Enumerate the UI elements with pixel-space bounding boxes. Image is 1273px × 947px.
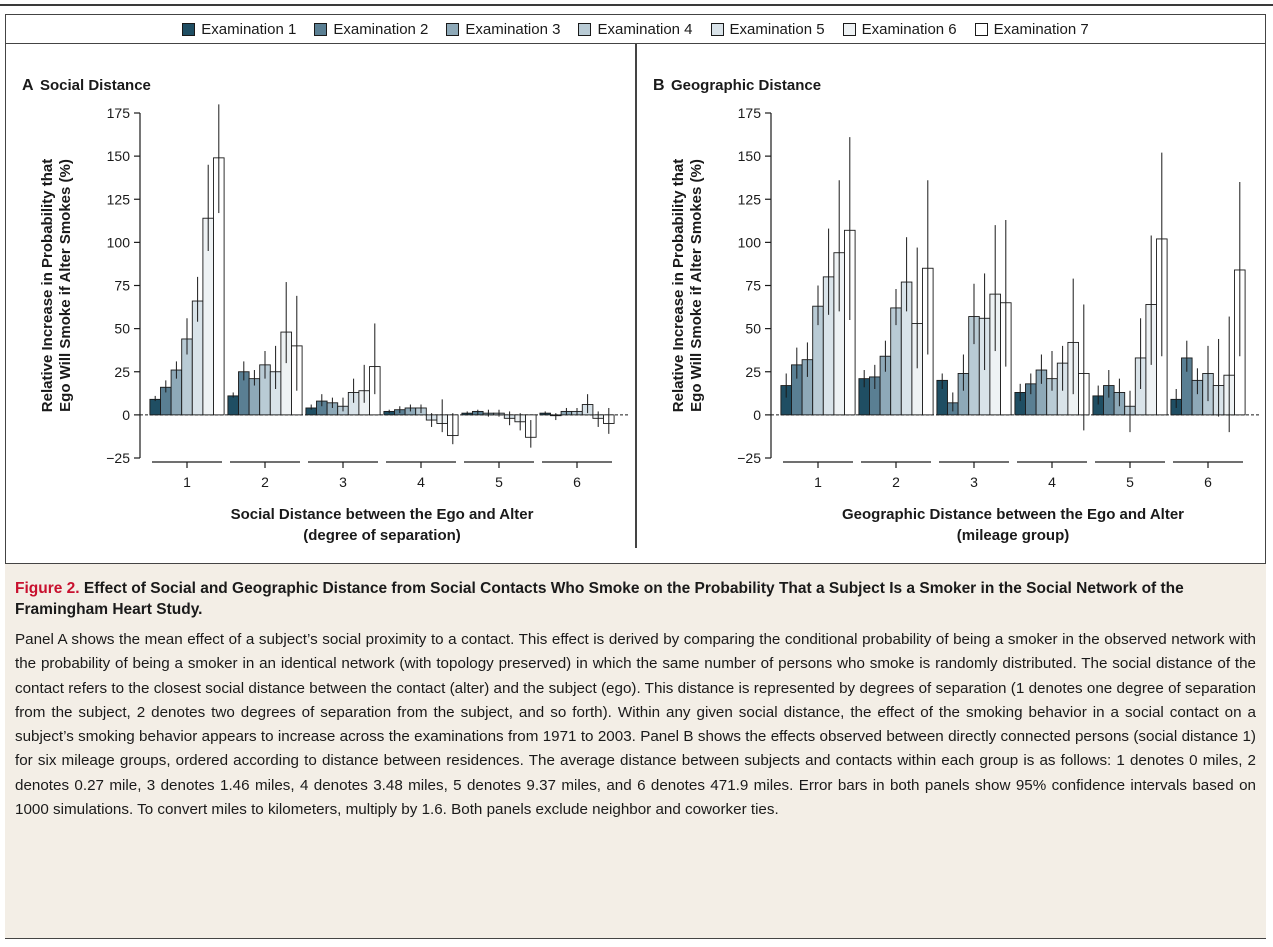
- y-tick-label: 0: [122, 407, 130, 423]
- x-axis-label: Social Distance between the Ego and Alte…: [231, 506, 534, 523]
- y-tick-label: 150: [738, 148, 762, 164]
- y-axis-label-line2: Ego Will Smoke if Alter Smokes (%): [688, 159, 705, 412]
- x-tick-label: 2: [261, 474, 269, 490]
- x-tick-label: 4: [417, 474, 425, 490]
- caption-body: Panel A shows the mean effect of a subje…: [15, 631, 1256, 819]
- legend-swatch: [314, 22, 328, 36]
- legend-swatch: [578, 22, 592, 36]
- y-tick-label: 75: [114, 278, 130, 294]
- x-tick-label: 1: [183, 474, 191, 490]
- legend-item: Examination 5: [710, 20, 825, 38]
- panel-a-chart: A Social Distance−250255075100125150175Re…: [22, 77, 628, 544]
- x-tick-label: 6: [1204, 474, 1212, 490]
- y-tick-label: 25: [114, 364, 130, 380]
- x-axis-label: Geographic Distance between the Ego and …: [842, 506, 1184, 523]
- x-tick-label: 4: [1048, 474, 1056, 490]
- y-axis-label: Relative Increase in Probability that: [39, 159, 56, 412]
- panel-letter: A: [22, 77, 34, 94]
- x-tick-label: 6: [573, 474, 581, 490]
- legend-item: Examination 6: [842, 20, 957, 38]
- y-tick-label: 0: [753, 407, 761, 423]
- panel-letter: B: [653, 77, 665, 94]
- y-tick-label: 100: [107, 234, 131, 250]
- legend-swatch: [710, 22, 724, 36]
- legend-item: Examination 1: [182, 21, 296, 38]
- legend-label: Examination 5: [729, 20, 825, 38]
- legend-swatch: [182, 22, 196, 36]
- x-axis-label-line2: (degree of separation): [303, 527, 461, 544]
- panel-divider: [635, 44, 637, 548]
- legend-label: Examination 6: [861, 20, 957, 38]
- y-tick-label: 175: [107, 105, 131, 121]
- x-tick-label: 3: [339, 474, 347, 490]
- legend-swatch: [842, 22, 856, 36]
- caption-box: Figure 2. Effect of Social and Geographi…: [5, 564, 1266, 939]
- y-tick-label: 125: [738, 191, 762, 207]
- y-tick-label: 100: [738, 234, 762, 250]
- legend-item: Examination 2: [314, 21, 428, 38]
- legend-label: Examination 4: [597, 20, 693, 38]
- y-tick-label: 50: [114, 321, 130, 337]
- y-axis-label: Relative Increase in Probability that: [670, 159, 687, 412]
- caption-title: Figure 2. Effect of Social and Geographi…: [15, 578, 1256, 620]
- x-tick-label: 2: [892, 474, 900, 490]
- y-tick-label: 75: [745, 278, 761, 294]
- legend-label: Examination 3: [465, 20, 561, 38]
- panel-title: Social Distance: [40, 77, 151, 94]
- legend: Examination 1 Examination 2 Examination 3 E…: [5, 14, 1266, 44]
- y-tick-label: −25: [737, 450, 761, 466]
- y-tick-label: 175: [738, 105, 762, 121]
- y-tick-label: −25: [106, 450, 130, 466]
- legend-item: Examination 3: [446, 21, 560, 38]
- x-tick-label: 3: [970, 474, 978, 490]
- legend-swatch: [974, 22, 988, 36]
- bar: [227, 395, 239, 416]
- y-tick-label: 25: [745, 364, 761, 380]
- legend-swatch: [446, 22, 460, 36]
- x-tick-label: 5: [1126, 474, 1134, 490]
- y-tick-label: 150: [107, 148, 131, 164]
- panel-b-chart: B Geographic Distance−2502550751001251501…: [653, 77, 1259, 544]
- y-tick-label: 50: [745, 321, 761, 337]
- y-tick-label: 125: [107, 191, 131, 207]
- x-tick-label: 5: [495, 474, 503, 490]
- legend-row: Examination 1 Examination 2 Examination 3 E…: [5, 14, 1266, 44]
- bar: [149, 398, 161, 416]
- y-axis-label-line2: Ego Will Smoke if Alter Smokes (%): [57, 159, 74, 412]
- panel-title: Geographic Distance: [671, 77, 821, 94]
- legend-label: Examination 2: [333, 20, 429, 38]
- legend-item: Examination 4: [578, 20, 693, 38]
- legend-item: Examination 7: [974, 20, 1089, 38]
- x-tick-label: 1: [814, 474, 822, 490]
- top-rule: [0, 4, 1273, 6]
- legend-label: Examination 7: [993, 20, 1089, 38]
- caption-title-text: Effect of Social and Geographic Distance…: [15, 580, 1184, 618]
- figure-label: Figure 2.: [15, 580, 80, 597]
- x-axis-label-line2: (mileage group): [957, 527, 1070, 544]
- legend-label: Examination 1: [201, 20, 297, 38]
